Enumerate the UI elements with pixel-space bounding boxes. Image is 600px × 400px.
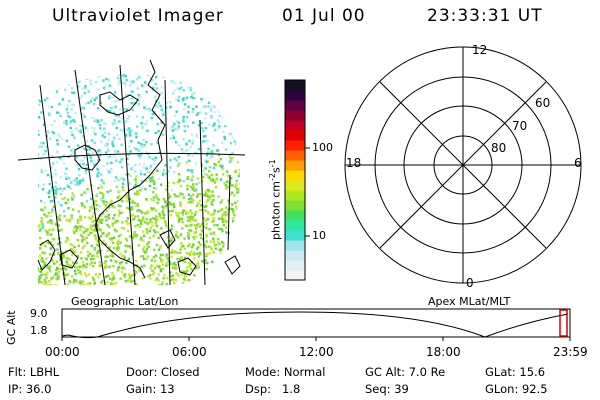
info-door: Door: Closed (126, 365, 200, 379)
colorbar-segment (285, 100, 305, 111)
colorbar (285, 80, 305, 281)
mlat-label-60: 60 (535, 96, 551, 110)
colorbar-segment (285, 80, 305, 91)
info-gain: Gain: 13 (126, 382, 175, 396)
mlt-label-6: 6 (574, 156, 582, 170)
colorbar-segment (285, 120, 305, 131)
unit-sup-2: -1 (268, 159, 277, 168)
colorbar-label-100: 100 (312, 141, 333, 154)
apex-caption: Apex MLat/MLT (428, 295, 511, 308)
colorbar-segment (285, 230, 305, 241)
colorbar-segment (285, 160, 305, 171)
mlat-label-70: 70 (512, 119, 528, 133)
colorbar-segment (285, 190, 305, 201)
info-seq: Seq: 39 (365, 382, 409, 396)
observation-time: 23:33:31 UT (427, 6, 543, 26)
current-time-marker (559, 309, 568, 337)
xtick-label-2359: 23:59 (553, 345, 588, 359)
colorbar-segment (285, 90, 305, 101)
info-mode: Mode: Normal (245, 365, 326, 379)
altitude-plot (61, 308, 571, 341)
polar-diagonal-2 (379, 81, 547, 249)
xtick-label-0600: 06:00 (172, 345, 207, 359)
colorbar-segment (285, 140, 305, 151)
unit-mid: s (269, 167, 283, 174)
unit-sup-1: -2 (268, 173, 277, 182)
colorbar-segment (285, 200, 305, 211)
coastlines (37, 59, 241, 279)
colorbar-segment (285, 150, 305, 161)
mlat-label-80: 80 (491, 141, 507, 155)
xtick-label-0000: 00:00 (45, 345, 80, 359)
colorbar-segment (285, 110, 305, 121)
colorbar-segment (285, 240, 305, 251)
unit-text: photon cm (269, 181, 283, 240)
geographic-image (17, 59, 246, 286)
colorbar-frame (284, 79, 306, 281)
info-dsp: Dsp: 1.8 (245, 382, 301, 396)
info-flt: Flt: LBHL (8, 365, 60, 379)
xtick-label-1800: 18:00 (426, 345, 461, 359)
ytick-9: 9.0 (30, 307, 48, 320)
lat-lon-grid (17, 64, 246, 286)
observation-date: 01 Jul 00 (282, 6, 366, 26)
colorbar-segment (285, 210, 305, 221)
altitude-curve (61, 311, 569, 339)
info-ip: IP: 36.0 (8, 382, 52, 396)
instrument-title: Ultraviolet Imager (52, 6, 224, 26)
colorbar-segment (285, 130, 305, 141)
mlt-label-18: 18 (346, 156, 362, 170)
colorbar-segment (285, 270, 305, 281)
colorbar-unit-label: photon cm-2s-1 (268, 159, 283, 240)
mlt-label-0: 0 (466, 276, 474, 290)
geographic-caption: Geographic Lat/Lon (71, 295, 179, 308)
mlt-label-12: 12 (472, 43, 488, 57)
colorbar-segment (285, 180, 305, 191)
polar-plot (344, 46, 582, 284)
ytick-1-8: 1.8 (30, 324, 48, 337)
colorbar-label-10: 10 (312, 229, 326, 242)
altitude-plot-frame (61, 308, 571, 338)
colorbar-segment (285, 220, 305, 231)
info-glon: GLon: 92.5 (485, 382, 548, 396)
colorbar-segment (285, 170, 305, 181)
colorbar-segment (285, 260, 305, 271)
auroral-emission (38, 74, 240, 286)
altitude-ylabel: GC Alt (5, 310, 18, 345)
xtick-label-1200: 12:00 (299, 345, 334, 359)
info-gc-alt: GC Alt: 7.0 Re (365, 365, 446, 379)
colorbar-segment (285, 250, 305, 261)
info-glat: GLat: 15.6 (485, 365, 546, 379)
